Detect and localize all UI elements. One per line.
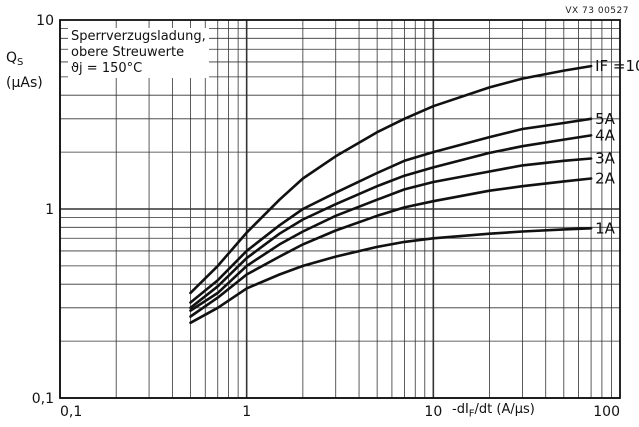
figure-reference: VX 73 00527 [565,6,629,16]
series-label: 2A [595,170,616,188]
y-tick-label: 1 [45,202,54,218]
y-axis-label: QS (µAs) [6,50,43,91]
x-axis-label: -dIF/dt (A/µs) [452,402,535,420]
series-lines [189,64,593,325]
series-label: 4A [595,126,616,144]
series-line [189,64,593,295]
annotation-line-1: Sperrverzugsladung, [71,29,206,44]
series-line [189,157,593,312]
plot-frame [59,19,621,399]
series-line [189,177,593,318]
annotation-line-2: obere Streuwerte [71,45,185,60]
series-label: 1A [595,219,616,237]
x-tick-label: 100 [593,404,620,420]
series-label: 3A [595,150,616,168]
annotation-line-3: ϑj = 150°C [71,61,143,76]
series-line [189,227,593,325]
series-line [189,117,593,304]
y-tick-label: 10 [36,13,54,29]
series-line [189,134,593,310]
y-tick-label: 0,1 [32,391,54,407]
x-tick-label: 1 [242,404,251,420]
tick-labels: 0,1 1 10 100 0,1 1 10 [32,13,620,420]
chart-annotation: Sperrverzugsladung, obere Streuwerte ϑj … [68,28,209,78]
series-label: IF =10A [595,57,639,75]
series-label: 5A [595,110,616,128]
x-tick-label: 10 [424,404,442,420]
x-tick-label: 0,1 [60,404,82,420]
